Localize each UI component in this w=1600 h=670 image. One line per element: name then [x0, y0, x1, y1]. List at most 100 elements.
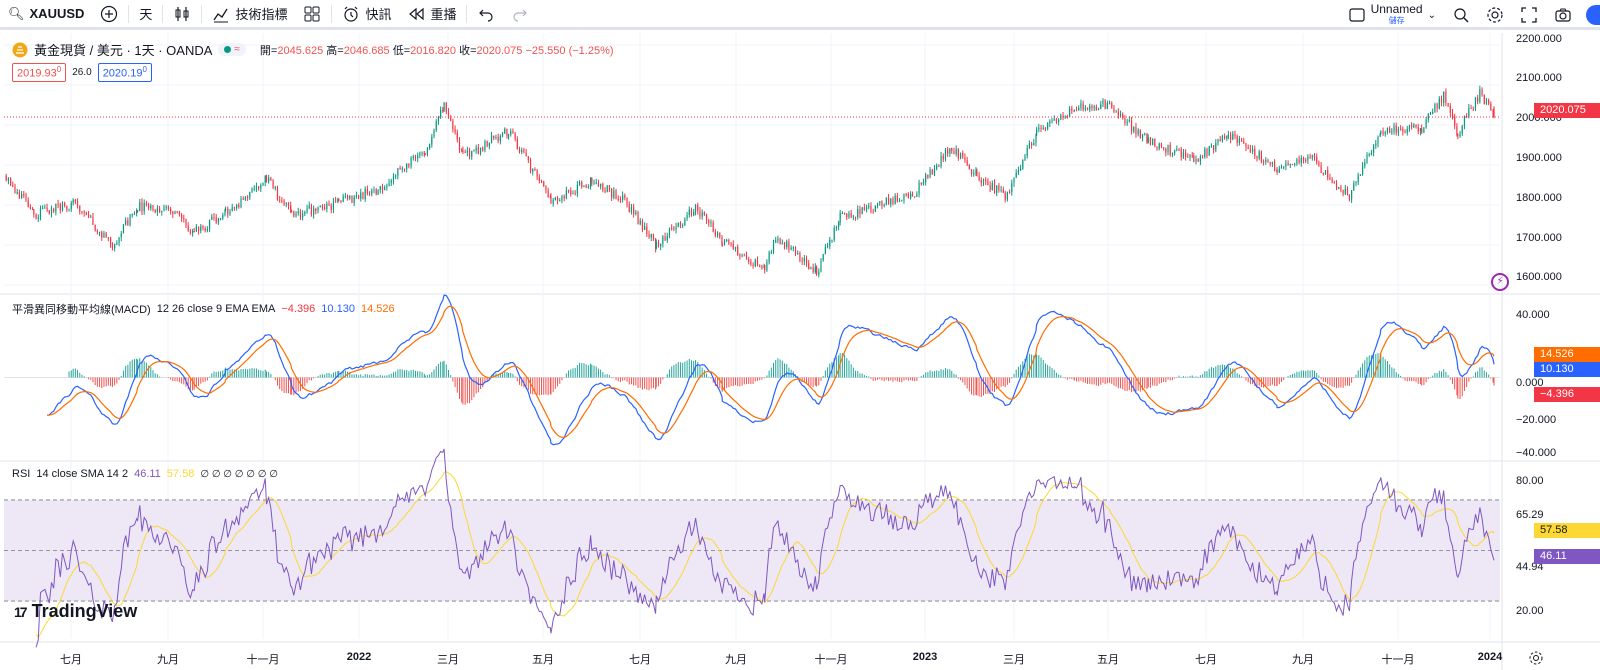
- undo-button[interactable]: [469, 0, 503, 29]
- candle-body: [406, 163, 408, 170]
- candle-body: [510, 131, 512, 135]
- interval-button[interactable]: 天: [131, 0, 160, 29]
- candle-body: [964, 156, 966, 161]
- candle-body: [10, 178, 12, 186]
- candle-body: [1436, 104, 1438, 109]
- macd-legend: 平滑異同移動平均線(MACD) 12 26 close 9 EMA EMA −4…: [12, 301, 395, 317]
- candle-body: [837, 222, 840, 227]
- layout-menu-button[interactable]: Unnamed 儲存 ⌄: [1340, 0, 1444, 30]
- candle-body: [896, 195, 898, 202]
- symbol-search-button[interactable]: 🔍︎ XAUUSD: [0, 0, 92, 29]
- candle-body: [1413, 124, 1415, 128]
- candle-body: [384, 187, 386, 190]
- brand-label: TradingView: [31, 601, 138, 621]
- settings-button[interactable]: [1478, 0, 1512, 30]
- layout-save-label: 儲存: [1388, 16, 1405, 25]
- candle-body: [1294, 163, 1296, 165]
- candle-body: [1427, 114, 1429, 120]
- market-status[interactable]: ≈: [218, 43, 246, 56]
- candle-body: [362, 192, 364, 200]
- candle-body: [848, 213, 850, 218]
- chart-area[interactable]: 黃金現貨 / 美元 · 1天 · OANDA ≈ 開=2045.625 高=20…: [0, 33, 1600, 670]
- candle-body: [684, 218, 686, 226]
- axis-settings-gear-icon[interactable]: [1528, 650, 1544, 666]
- candle-body: [741, 255, 743, 257]
- candle-body: [970, 169, 973, 174]
- time-axis-label: 五月: [1097, 654, 1119, 666]
- candle-body: [276, 187, 279, 200]
- publish-button[interactable]: [1586, 5, 1600, 25]
- rsi-axis-label: 44.94: [1516, 561, 1544, 573]
- candle-body: [1342, 190, 1344, 194]
- candle-body: [1108, 102, 1111, 104]
- candle-body: [1013, 177, 1015, 183]
- alert-button[interactable]: 快訊: [334, 0, 399, 29]
- candle-body: [1280, 166, 1283, 169]
- time-axis-label: 十一月: [1381, 654, 1415, 666]
- candle-body: [1130, 120, 1133, 132]
- redo-button[interactable]: [503, 0, 537, 29]
- candle-body: [671, 227, 673, 229]
- candle-body: [98, 231, 101, 233]
- candle-body: [461, 149, 463, 151]
- candle-body: [176, 211, 178, 213]
- separator: [162, 4, 164, 23]
- candle-body: [1443, 91, 1445, 104]
- candle-body: [759, 265, 761, 267]
- buy-button[interactable]: 2020.190: [97, 63, 152, 82]
- candle-body: [1380, 130, 1382, 134]
- candle-body: [265, 175, 268, 182]
- layouts-grid-button[interactable]: [295, 0, 329, 29]
- candle-body: [591, 178, 593, 184]
- chart-type-button[interactable]: [165, 0, 199, 29]
- candle-body: [639, 220, 641, 225]
- snapshot-button[interactable]: [1546, 0, 1580, 30]
- sell-button[interactable]: 2019.930: [12, 63, 67, 82]
- candle-body: [613, 190, 615, 198]
- candle-body: [1351, 190, 1353, 200]
- candle-body: [342, 196, 344, 202]
- candle-body: [1368, 153, 1370, 156]
- candle-body: [504, 128, 506, 134]
- quick-search-button[interactable]: [1444, 0, 1478, 30]
- candle-body: [412, 156, 414, 159]
- candle-body: [33, 209, 35, 214]
- candle-body: [783, 243, 786, 248]
- candle-body: [217, 218, 219, 223]
- candle-body: [131, 214, 133, 216]
- candle-body: [812, 267, 814, 272]
- candle-body: [1316, 157, 1318, 163]
- candle-body: [55, 203, 57, 212]
- candle-body: [885, 197, 887, 205]
- indicators-button[interactable]: 技術指標: [204, 0, 295, 29]
- candle-body: [916, 194, 918, 197]
- candle-body: [507, 134, 510, 136]
- candle-body: [1483, 94, 1485, 104]
- candle-body: [890, 198, 892, 205]
- candle-body: [324, 207, 326, 210]
- lightning-icon[interactable]: ⚡︎: [1491, 273, 1509, 291]
- candle-body: [1147, 137, 1149, 143]
- candle-body: [650, 234, 652, 238]
- candle-body: [527, 156, 529, 160]
- candle-body: [1423, 127, 1425, 133]
- compare-button[interactable]: [92, 0, 126, 29]
- candle-body: [879, 201, 881, 204]
- candle-body: [101, 231, 103, 238]
- candle-body: [136, 210, 138, 214]
- candle-body: [1247, 147, 1249, 149]
- fullscreen-button[interactable]: [1512, 0, 1546, 30]
- candle-body: [556, 197, 559, 201]
- tradingview-logo[interactable]: 17 TradingView: [14, 601, 137, 622]
- candle-body: [1472, 108, 1474, 110]
- status-icon: ≈: [234, 44, 240, 55]
- candle-body: [820, 260, 822, 272]
- candle-body: [536, 170, 538, 177]
- candle-body: [1015, 172, 1017, 178]
- candle-body: [1434, 104, 1436, 112]
- candle-body: [96, 230, 98, 233]
- chart-canvas[interactable]: [0, 33, 1600, 670]
- replay-button[interactable]: 重播: [399, 0, 464, 29]
- candle-body: [423, 152, 425, 155]
- time-axis-label: 三月: [1003, 654, 1025, 666]
